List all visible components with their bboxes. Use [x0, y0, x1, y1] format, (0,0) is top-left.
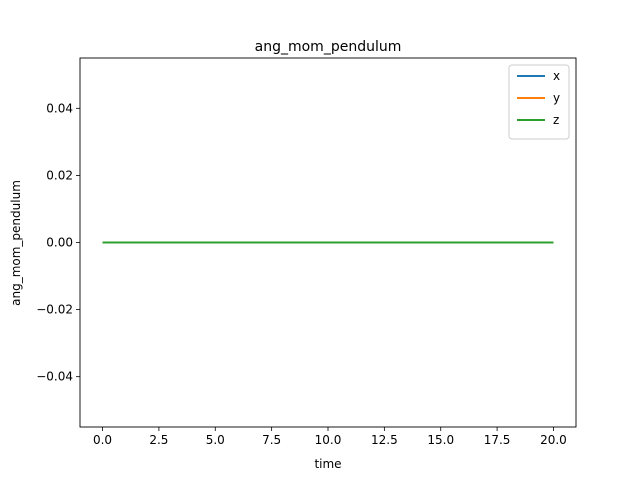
x-tick-label: 0.0: [93, 433, 112, 447]
x-tick-label: 17.5: [484, 433, 511, 447]
x-tick-label: 15.0: [427, 433, 454, 447]
x-tick-label: 2.5: [149, 433, 168, 447]
legend-label-y: y: [553, 91, 560, 105]
y-axis-ticks: −0.04 −0.02 0.00 0.02 0.04: [36, 101, 80, 384]
y-tick-label: 0.02: [46, 168, 73, 182]
y-tick-label: 0.00: [46, 236, 73, 250]
x-tick-label: 7.5: [262, 433, 281, 447]
chart-title: ang_mom_pendulum: [255, 39, 402, 55]
y-tick-label: −0.04: [36, 370, 73, 384]
legend-label-z: z: [553, 113, 559, 127]
legend-label-x: x: [553, 69, 560, 83]
y-axis-label: ang_mom_pendulum: [9, 180, 23, 306]
legend: xyz: [508, 64, 570, 140]
y-tick-label: 0.04: [46, 101, 73, 115]
x-tick-label: 10.0: [315, 433, 342, 447]
x-tick-label: 12.5: [371, 433, 398, 447]
x-tick-label: 5.0: [206, 433, 225, 447]
x-tick-label: 20.0: [540, 433, 567, 447]
x-axis-label: time: [314, 457, 341, 471]
y-tick-label: −0.02: [36, 303, 73, 317]
x-axis-ticks: 0.0 2.5 5.0 7.5 10.0 12.5 15.0 17.5 20.0: [93, 427, 567, 447]
